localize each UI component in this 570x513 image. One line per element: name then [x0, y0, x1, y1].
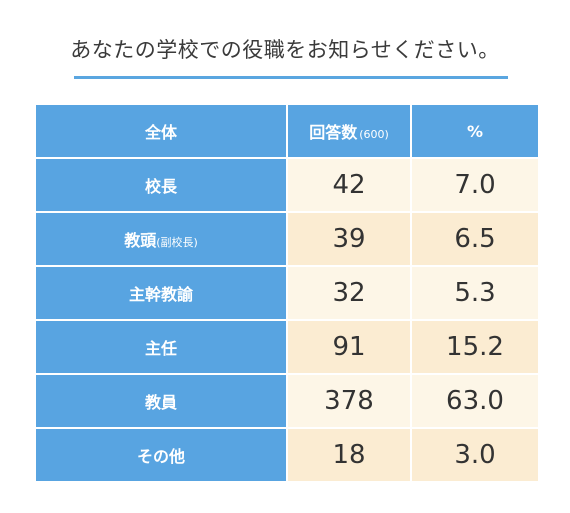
- table-row: 主幹教諭 32 5.3: [34, 265, 540, 321]
- survey-table: 全体 回答数 (600) % 校長 42 7.0 教頭(副校長) 39 6.5 主…: [34, 103, 540, 483]
- header-count-sub: (600): [359, 128, 389, 141]
- count-cell: 18: [286, 427, 412, 483]
- page-title: あなたの学校での役職をお知らせください。: [70, 38, 500, 62]
- row-label-cell: 主幹教諭: [34, 265, 288, 321]
- row-label-cell: 教頭(副校長): [34, 211, 288, 267]
- table-row: 教員 378 63.0: [34, 373, 540, 429]
- count-cell: 32: [286, 265, 412, 321]
- count-cell: 39: [286, 211, 412, 267]
- percent-cell: 6.5: [410, 211, 540, 267]
- header-all-text: 全体: [144, 123, 177, 142]
- header-cell-percent: %: [410, 103, 540, 159]
- header-count-text: 回答数: [309, 123, 358, 142]
- count-cell: 91: [286, 319, 412, 375]
- header-cell-all: 全体: [34, 103, 288, 159]
- row-label-cell: 主任: [34, 319, 288, 375]
- row-label: 主任: [144, 339, 177, 358]
- row-label-cell: その他: [34, 427, 288, 483]
- row-label: 教頭: [124, 231, 157, 250]
- title-underline: [74, 76, 508, 79]
- percent-cell: 63.0: [410, 373, 540, 429]
- row-label-cell: 教員: [34, 373, 288, 429]
- table-row: 主任 91 15.2: [34, 319, 540, 375]
- header-percent-text: %: [466, 121, 484, 141]
- percent-cell: 5.3: [410, 265, 540, 321]
- percent-cell: 7.0: [410, 157, 540, 213]
- row-label: 教員: [144, 393, 177, 412]
- table-row: その他 18 3.0: [34, 427, 540, 483]
- count-cell: 42: [286, 157, 412, 213]
- count-cell: 378: [286, 373, 412, 429]
- row-label: その他: [136, 447, 185, 466]
- header-cell-count: 回答数 (600): [286, 103, 412, 159]
- table-header-row: 全体 回答数 (600) %: [34, 103, 540, 159]
- percent-cell: 15.2: [410, 319, 540, 375]
- table-row: 校長 42 7.0: [34, 157, 540, 213]
- percent-cell: 3.0: [410, 427, 540, 483]
- table-row: 教頭(副校長) 39 6.5: [34, 211, 540, 267]
- row-label-cell: 校長: [34, 157, 288, 213]
- row-label-sub: (副校長): [156, 236, 198, 249]
- row-label: 主幹教諭: [128, 285, 193, 304]
- row-label: 校長: [144, 177, 177, 196]
